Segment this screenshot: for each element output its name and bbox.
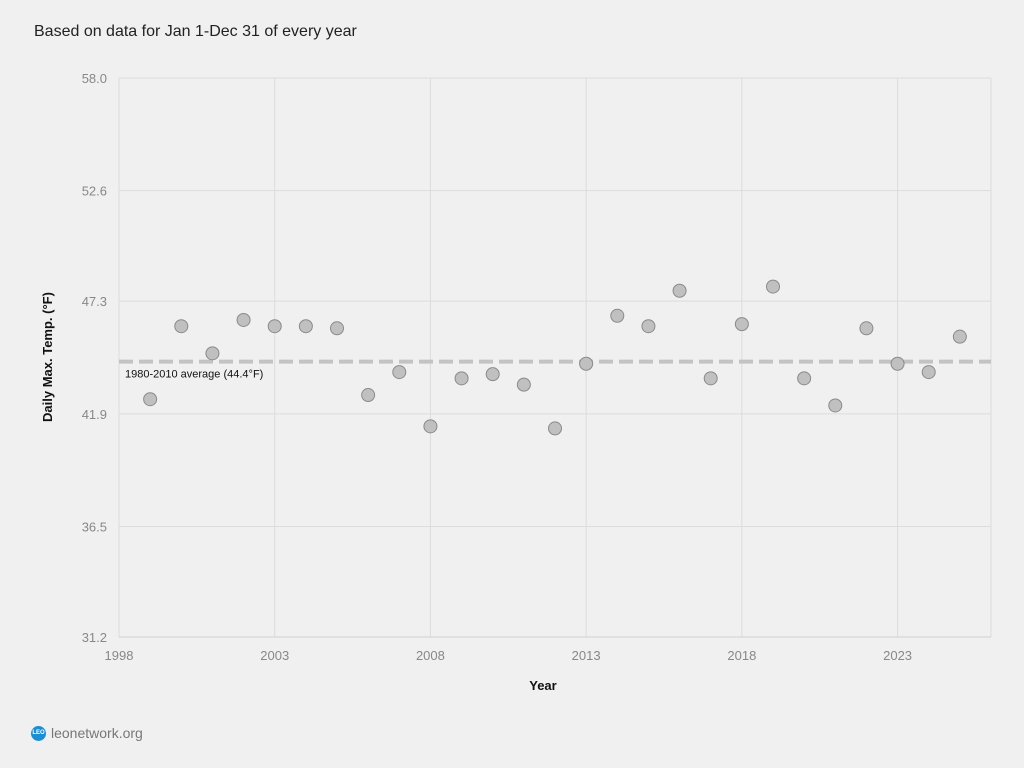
data-point-2014 — [610, 308, 625, 323]
data-point-2021 — [828, 398, 843, 413]
data-point-2004 — [298, 319, 313, 334]
data-point-2025 — [952, 329, 967, 344]
y-tick-label: 41.9 — [82, 407, 107, 422]
footer-link-text: leonetwork.org — [51, 725, 143, 741]
data-point-2023 — [890, 356, 905, 371]
y-tick-label: 58.0 — [82, 71, 107, 86]
data-point-2008 — [423, 419, 438, 434]
leonetwork-link[interactable]: LEO leonetwork.org — [31, 725, 143, 741]
x-tick-label: 2003 — [260, 648, 289, 663]
data-point-2010 — [485, 367, 500, 382]
leo-logo-icon: LEO — [31, 725, 46, 741]
chart-subtitle: Based on data for Jan 1-Dec 31 of every … — [34, 23, 357, 40]
x-tick-label: 1998 — [105, 648, 134, 663]
x-tick-label: 2008 — [416, 648, 445, 663]
x-tick-label: 2013 — [572, 648, 601, 663]
data-point-2015 — [641, 319, 656, 334]
data-point-2009 — [454, 371, 469, 386]
data-point-2020 — [797, 371, 812, 386]
data-point-2005 — [330, 321, 344, 336]
y-axis-title: Daily Max. Temp. (°F) — [40, 292, 55, 422]
data-point-2001 — [205, 346, 220, 361]
data-point-2000 — [174, 319, 189, 334]
data-point-2002 — [236, 312, 251, 327]
data-point-1999 — [143, 392, 158, 407]
data-point-2024 — [921, 365, 936, 380]
data-point-2022 — [859, 321, 874, 336]
data-point-2017 — [703, 371, 718, 386]
data-point-2011 — [516, 377, 531, 392]
y-tick-label: 36.5 — [82, 519, 107, 534]
y-tick-label: 52.6 — [82, 184, 107, 199]
data-point-2003 — [267, 319, 282, 334]
x-tick-label: 2018 — [727, 648, 756, 663]
x-axis-title: Year — [529, 678, 556, 693]
data-point-2012 — [548, 421, 562, 436]
y-tick-label: 47.3 — [82, 294, 107, 309]
data-point-2019 — [766, 279, 780, 294]
data-point-2013 — [579, 356, 594, 371]
average-line-label: 1980-2010 average (44.4°F) — [125, 369, 263, 381]
data-point-2007 — [392, 365, 407, 380]
x-tick-label: 2023 — [883, 648, 912, 663]
data-point-2018 — [734, 317, 749, 332]
data-point-2006 — [361, 388, 376, 403]
y-tick-label: 31.2 — [82, 630, 107, 645]
data-point-2016 — [672, 283, 687, 298]
